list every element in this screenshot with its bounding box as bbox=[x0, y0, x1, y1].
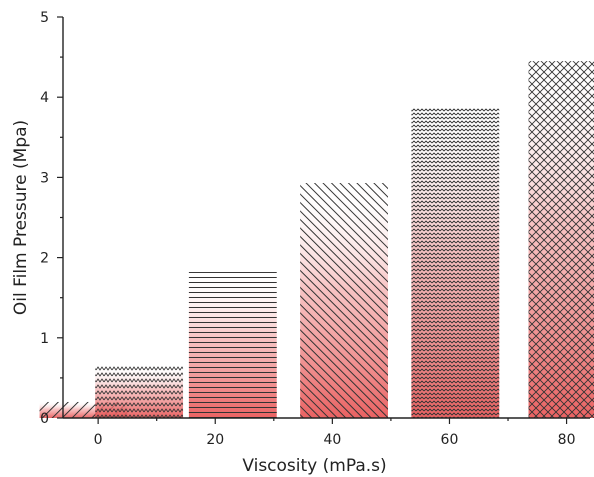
x-tick-label: 40 bbox=[323, 432, 341, 448]
x-ticks: 0 20 40 60 80 bbox=[94, 418, 576, 448]
y-tick-label: 1 bbox=[40, 331, 49, 347]
x-tick-label: 60 bbox=[441, 432, 459, 448]
bar-1 bbox=[95, 365, 184, 418]
bar-2 bbox=[188, 272, 277, 418]
x-tick-label: 20 bbox=[206, 432, 224, 448]
bar-4 bbox=[411, 107, 500, 418]
y-tick-label: 5 bbox=[40, 10, 49, 26]
y-ticks: 0 1 2 3 4 5 bbox=[40, 10, 63, 427]
y-tick-label: 2 bbox=[40, 251, 49, 267]
bars-layer bbox=[39, 61, 594, 419]
x-tick-label: 80 bbox=[558, 432, 576, 448]
bar-pattern bbox=[95, 365, 184, 418]
x-axis-label: Viscosity (mPa.s) bbox=[242, 456, 386, 476]
y-axis-label: Oil Film Pressure (Mpa) bbox=[11, 120, 31, 315]
x-tick-label: 0 bbox=[94, 432, 103, 448]
bar-pattern bbox=[528, 61, 594, 419]
y-tick-label: 4 bbox=[40, 90, 49, 106]
bar-5 bbox=[528, 61, 594, 419]
y-tick-label: 0 bbox=[40, 411, 49, 427]
bar-pattern bbox=[411, 107, 500, 418]
y-tick-label: 3 bbox=[40, 170, 49, 186]
bar-pattern bbox=[300, 183, 388, 418]
bar-3 bbox=[300, 183, 388, 418]
bar-pattern bbox=[188, 272, 277, 418]
